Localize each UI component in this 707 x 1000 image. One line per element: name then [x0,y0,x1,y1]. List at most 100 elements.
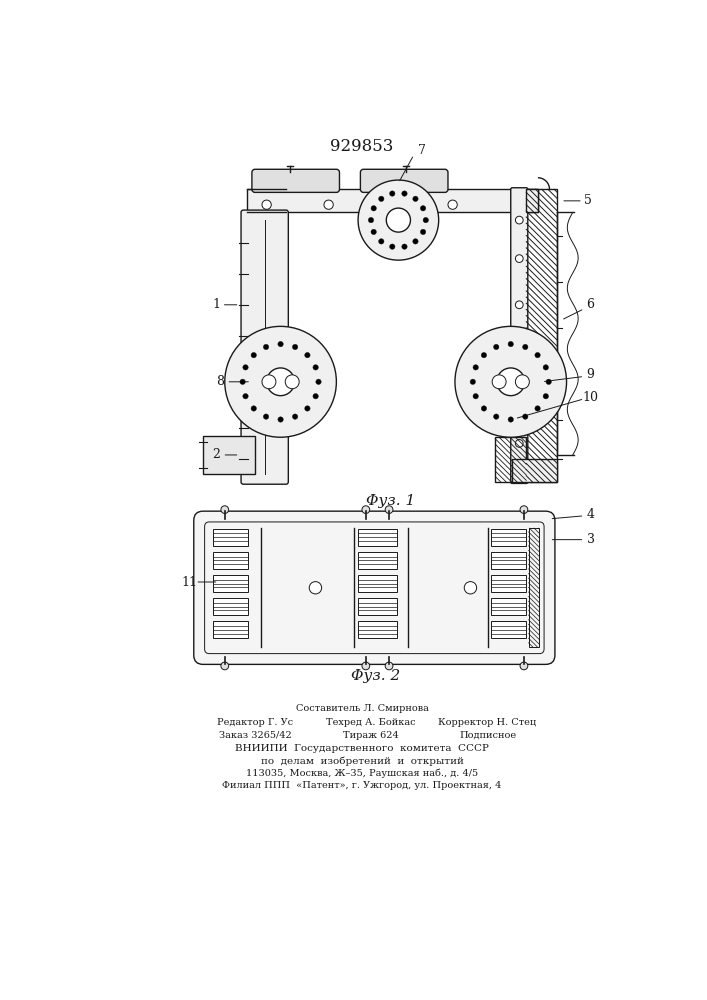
Text: 4: 4 [587,508,595,521]
Circle shape [251,352,257,358]
Bar [526,189,557,482]
Bar [495,437,526,482]
Circle shape [493,344,499,350]
Circle shape [385,506,393,513]
Circle shape [225,326,337,437]
Text: Редактор Г. Ус: Редактор Г. Ус [217,718,293,727]
Bar [526,189,538,212]
Circle shape [455,326,566,437]
Bar [213,598,248,615]
Circle shape [278,341,284,347]
Circle shape [385,662,393,670]
Circle shape [515,216,523,224]
Circle shape [305,406,310,411]
Text: Корректор Н. Стец: Корректор Н. Стец [438,718,537,727]
Text: по  делам  изобретений  и  открытий: по делам изобретений и открытий [260,756,463,766]
Text: 10: 10 [583,391,599,404]
Circle shape [515,347,523,355]
Bar [213,621,248,638]
Circle shape [413,196,418,202]
Circle shape [309,582,322,594]
Text: Филиал ППП  «Патент», г. Ужгород, ул. Проектная, 4: Филиал ППП «Патент», г. Ужгород, ул. Про… [222,781,502,790]
Circle shape [543,394,549,399]
Circle shape [221,662,228,670]
Text: Составитель Л. Смирнова: Составитель Л. Смирнова [296,704,428,713]
Circle shape [448,200,457,209]
Circle shape [386,200,395,209]
Circle shape [546,379,551,384]
Circle shape [473,394,479,399]
Circle shape [413,239,418,244]
Circle shape [368,217,374,223]
Circle shape [522,344,528,350]
Circle shape [535,406,540,411]
Text: 929853: 929853 [330,138,394,155]
Circle shape [362,662,370,670]
Bar [213,529,248,546]
Circle shape [371,229,376,235]
Circle shape [362,506,370,513]
Bar [358,598,397,615]
FancyBboxPatch shape [241,210,288,484]
Text: 6: 6 [587,298,595,311]
Circle shape [402,244,407,249]
Text: 2: 2 [212,448,220,461]
Circle shape [278,417,284,422]
Circle shape [508,341,513,347]
Bar [203,436,255,474]
Circle shape [221,506,228,513]
Bar [213,552,248,569]
Text: 11: 11 [181,576,197,588]
Circle shape [262,375,276,389]
Circle shape [390,244,395,249]
Circle shape [243,394,248,399]
Circle shape [285,375,299,389]
Circle shape [324,200,333,209]
Circle shape [240,379,245,384]
FancyBboxPatch shape [252,169,339,192]
Circle shape [515,375,530,389]
Circle shape [316,379,321,384]
Circle shape [522,414,528,419]
Circle shape [493,414,499,419]
Circle shape [520,662,528,670]
Circle shape [386,208,411,232]
Bar [247,189,538,212]
Circle shape [251,406,257,411]
Bar [491,552,526,569]
Text: 5: 5 [584,194,592,207]
Circle shape [262,200,271,209]
Text: Подписное: Подписное [459,731,516,740]
Text: Φуз. 1: Φуз. 1 [366,494,415,508]
FancyBboxPatch shape [510,188,528,483]
Bar [491,621,526,638]
Circle shape [313,394,318,399]
Circle shape [313,365,318,370]
Bar [491,575,526,592]
Text: Тираж 624: Тираж 624 [344,731,399,740]
Bar [529,528,539,647]
FancyBboxPatch shape [194,511,555,664]
Bar [358,552,397,569]
Bar [491,598,526,615]
Circle shape [515,440,523,447]
Bar [358,621,397,638]
Circle shape [243,365,248,370]
Text: ВНИИПИ  Государственного  комитета  СССР: ВНИИПИ Государственного комитета СССР [235,744,489,753]
Circle shape [293,414,298,419]
Circle shape [470,379,476,384]
Circle shape [358,180,438,260]
Circle shape [263,344,269,350]
Circle shape [293,344,298,350]
Bar [213,575,248,592]
Circle shape [543,365,549,370]
Circle shape [378,239,384,244]
Circle shape [421,206,426,211]
Text: 113035, Москва, Ж–35, Раушская наб., д. 4/5: 113035, Москва, Ж–35, Раушская наб., д. … [246,769,478,778]
FancyBboxPatch shape [361,169,448,192]
Circle shape [464,582,477,594]
Bar [491,529,526,546]
Circle shape [515,393,523,401]
Circle shape [371,206,376,211]
Text: Φуз. 2: Φуз. 2 [351,669,399,683]
